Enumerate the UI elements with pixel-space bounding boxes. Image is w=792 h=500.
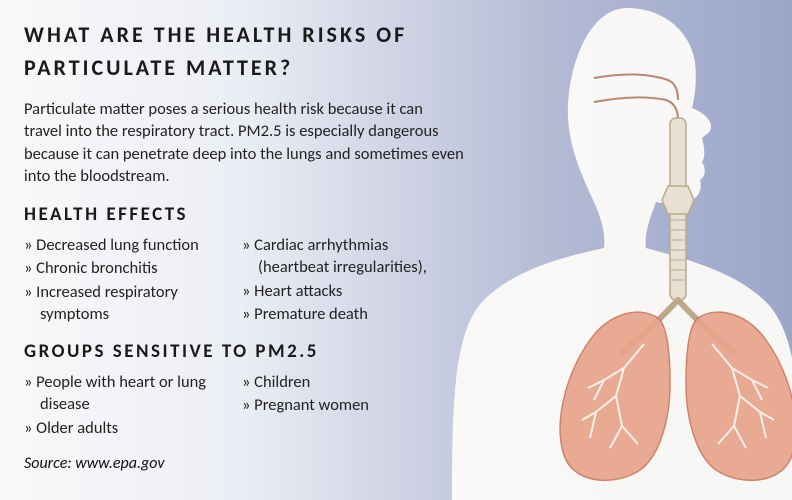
section-title-sensitive-groups: GROUPS SENSITIVE TO PM2.5 — [24, 340, 474, 363]
sensitive-groups-list: » People with heart or lung disease» Old… — [24, 371, 474, 440]
page-title: WHAT ARE THE HEALTH RISKS OF PARTICULATE… — [24, 18, 474, 84]
source-label: Source: www.epa.gov — [24, 454, 474, 473]
list-item: » Chronic bronchitis — [24, 257, 234, 279]
health-effects-col1: » Decreased lung function» Chronic bronc… — [24, 234, 234, 326]
intro-paragraph: Particulate matter poses a serious healt… — [24, 98, 464, 187]
sensitive-groups-col1: » People with heart or lung disease» Old… — [24, 371, 234, 440]
list-item: » Pregnant women — [242, 394, 452, 416]
sensitive-groups-col2: » Children» Pregnant women — [242, 371, 452, 440]
health-effects-list: » Decreased lung function» Chronic bronc… — [24, 234, 474, 326]
list-item: » Heart attacks — [242, 280, 452, 302]
list-item: » People with heart or lung disease — [24, 371, 234, 416]
list-item: » Cardiac arrhythmias (heartbeat irregul… — [242, 234, 452, 279]
health-effects-col2: » Cardiac arrhythmias (heartbeat irregul… — [242, 234, 452, 326]
larynx-icon — [662, 186, 694, 214]
section-title-health-effects: HEALTH EFFECTS — [24, 203, 474, 226]
list-item: » Decreased lung function — [24, 234, 234, 256]
list-item: » Children — [242, 371, 452, 393]
list-item: » Premature death — [242, 303, 452, 325]
content-panel: WHAT ARE THE HEALTH RISKS OF PARTICULATE… — [24, 18, 474, 473]
list-item: » Increased respiratory symptoms — [24, 281, 234, 326]
list-item: » Older adults — [24, 417, 234, 439]
